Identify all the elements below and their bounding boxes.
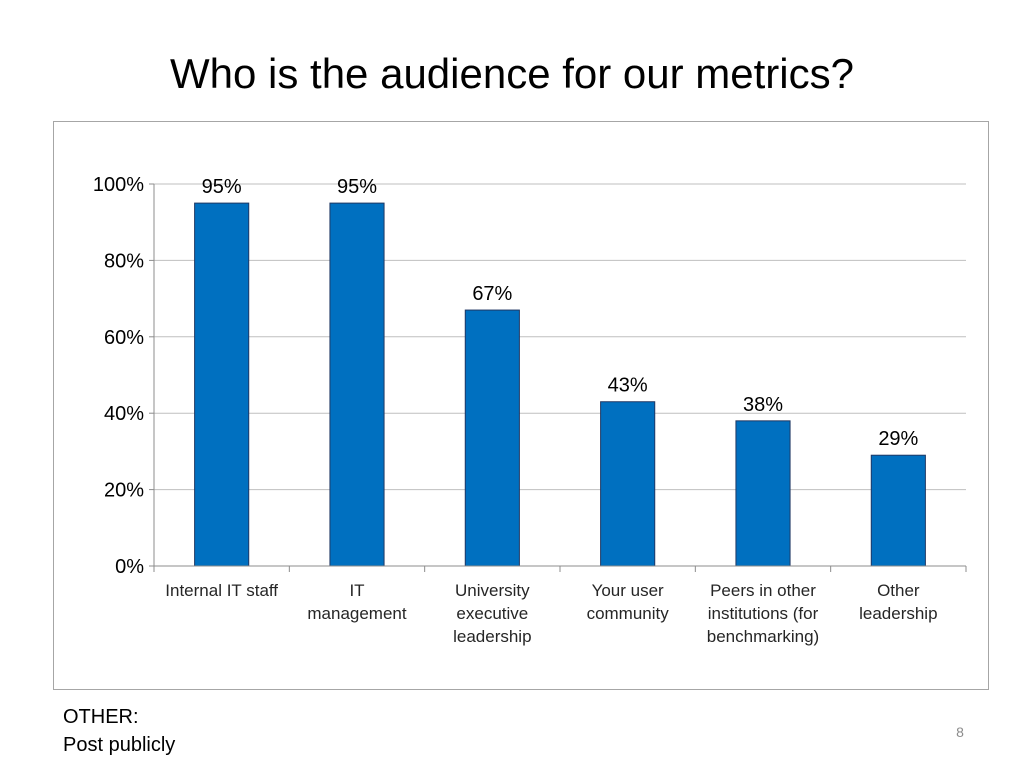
y-tick-label: 80% xyxy=(104,250,144,272)
note-text: Post publicly xyxy=(63,734,176,756)
bar xyxy=(600,401,656,567)
bar xyxy=(194,202,250,567)
data-label: 38% xyxy=(743,394,783,416)
data-label: 67% xyxy=(472,283,512,305)
data-label: 29% xyxy=(878,428,918,450)
data-label: 43% xyxy=(608,375,648,397)
note-heading: OTHER: xyxy=(63,706,139,728)
bar xyxy=(329,202,385,567)
x-category-label: Other leadership xyxy=(859,581,937,623)
y-tick-label: 20% xyxy=(104,480,144,502)
x-category-label: Internal IT staff xyxy=(165,581,278,600)
x-category-label-line: institutions (for xyxy=(708,604,819,623)
x-category-label: Peers in other institutions (for benchmark… xyxy=(707,581,819,646)
y-tick-label: 0% xyxy=(115,556,144,578)
y-tick-label: 100% xyxy=(93,174,144,196)
y-tick-label: 60% xyxy=(104,327,144,349)
bar-chart: 0% 20% 40% 60% 80% 100% 95% Internal IT staff 95… xyxy=(93,174,967,646)
other-note: OTHER: Post publicly xyxy=(63,703,175,759)
x-category-label-line: IT xyxy=(349,581,364,600)
slide-title: Who is the audience for our metrics? xyxy=(170,50,854,97)
x-category-label-line: University xyxy=(455,581,530,600)
x-category-label-line: Peers in other xyxy=(710,581,816,600)
x-category-label-line: executive xyxy=(456,604,528,623)
x-category-label-line: community xyxy=(587,604,670,623)
x-category-label: IT management xyxy=(307,581,407,623)
y-tick-label: 40% xyxy=(104,403,144,425)
page-number: 8 xyxy=(956,724,964,740)
x-category-label: University executive leadership xyxy=(453,581,531,646)
chart-frame: 0% 20% 40% 60% 80% 100% 95% Internal IT staff 95… xyxy=(53,121,989,690)
bar xyxy=(870,454,926,567)
x-category-label-line: Internal IT staff xyxy=(165,581,278,600)
bar xyxy=(735,420,791,567)
data-label: 95% xyxy=(337,176,377,198)
x-category-label-line: Your user xyxy=(592,581,664,600)
x-category-label-line: benchmarking) xyxy=(707,627,819,646)
x-category-label: Your user community xyxy=(587,581,670,623)
x-category-label-line: leadership xyxy=(859,604,937,623)
x-category-label-line: leadership xyxy=(453,627,531,646)
x-category-label-line: management xyxy=(307,604,407,623)
bar xyxy=(464,309,520,567)
data-label: 95% xyxy=(202,176,242,198)
x-category-label-line: Other xyxy=(877,581,920,600)
